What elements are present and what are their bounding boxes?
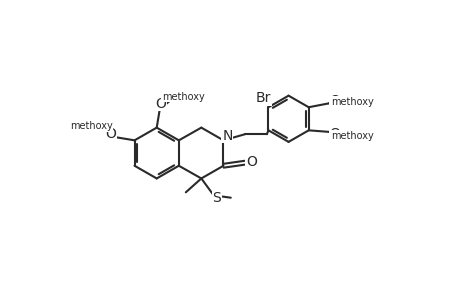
Text: O: O bbox=[246, 155, 256, 169]
Text: methoxy: methoxy bbox=[330, 131, 373, 141]
Text: S: S bbox=[212, 191, 221, 205]
Text: O: O bbox=[155, 97, 166, 111]
Text: O: O bbox=[329, 94, 340, 108]
Text: N: N bbox=[222, 129, 232, 143]
Text: methoxy: methoxy bbox=[161, 92, 204, 102]
Text: methoxy: methoxy bbox=[70, 122, 112, 131]
Text: O: O bbox=[329, 127, 340, 141]
Text: Br: Br bbox=[256, 91, 271, 105]
Text: methoxy: methoxy bbox=[330, 97, 373, 107]
Text: O: O bbox=[105, 127, 116, 141]
